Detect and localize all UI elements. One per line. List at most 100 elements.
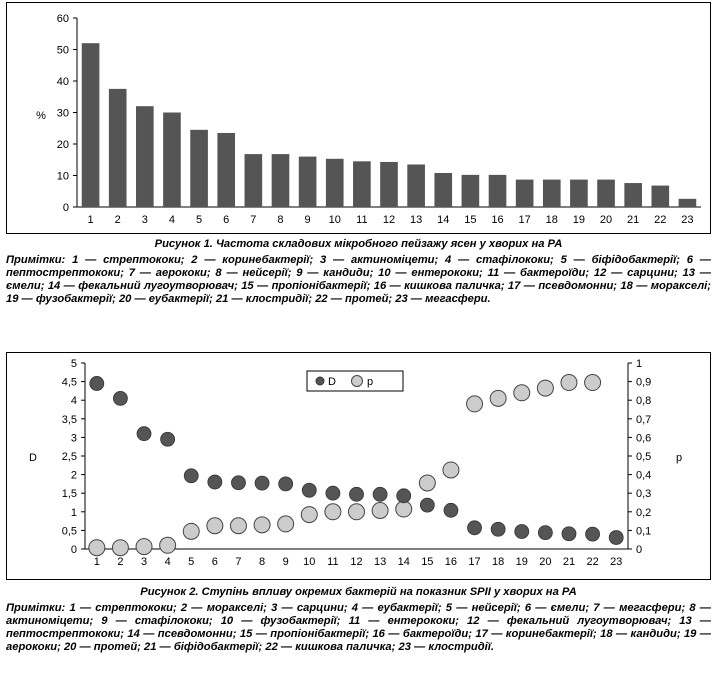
p-point [253,516,271,534]
x-tick-label: 20 [600,214,612,226]
right-tick-label: 1 [636,358,642,370]
p-point [513,384,531,402]
bar [597,179,615,207]
left-tick-label: 4 [71,395,77,407]
p-point [584,374,602,392]
p-point [135,538,153,556]
d-point [561,526,577,542]
left-tick-label: 0 [71,544,77,556]
left-tick-label: 1 [71,507,77,519]
x-tick-label: 13 [410,214,422,226]
d-point [419,497,435,513]
x-tick-label: 9 [305,214,311,226]
left-axis-label: D [29,452,37,464]
bar [651,185,670,207]
figure2-caption: Рисунок 2. Ступінь впливу окремих бактер… [140,586,577,598]
d-point [89,376,105,391]
x-tick-label: 4 [169,214,175,226]
bar [624,183,642,207]
x-tick-label: 2 [115,214,121,226]
y-tick-label: 50 [57,45,69,57]
y-tick-label: 20 [57,139,69,151]
right-tick-label: 0,7 [636,414,651,426]
p-point [324,503,342,521]
x-tick-label: 5 [196,214,202,226]
x-tick-label: 1 [94,556,100,568]
p-point [277,515,295,533]
d-point [490,521,506,537]
x-tick-label: 16 [491,214,503,226]
d-point [514,524,530,539]
bar [217,132,236,207]
d-point [537,525,553,541]
scatter-chart-frame: 0 0,5 1 1,5 2 2,5 3 3,5 4 4,5 5 0 0,1 0,2 0,3 0,4 0,5 0,6… [6,352,711,580]
figure2-notes: Примітки: 1 — стрептококи; 2 — моракселі… [6,602,711,653]
x-tick-label: 19 [516,556,528,568]
x-tick-label: 23 [681,214,693,226]
p-point [466,395,484,413]
p-point [182,522,200,540]
bar [570,179,588,207]
p-point [536,379,554,397]
x-tick-label: 14 [398,556,410,568]
figure1-caption: Рисунок 1. Частота складових мікробного … [154,238,563,250]
d-point [396,488,412,504]
bar [81,43,100,208]
figure1-notes: Примітки: 1 — стрептококи; 2 — коринебак… [6,254,711,305]
x-tick-label: 3 [141,556,147,568]
x-tick-label: 15 [464,214,476,226]
p-point [560,374,578,392]
left-tick-label: 4,5 [62,377,77,389]
p-point [489,389,507,407]
right-tick-label: 0,8 [636,395,651,407]
d-point [160,431,176,447]
scatter-chart: 0 0,5 1 1,5 2 2,5 3 3,5 4 4,5 5 0 0,1 0,2 0,3 0,4 0,5 0,6… [29,358,682,568]
x-tick-label: 8 [259,556,265,568]
x-tick-label: 15 [421,556,433,568]
left-tick-label: 2 [71,470,77,482]
p-point [348,503,365,521]
bar [325,158,344,207]
x-tick-label: 17 [519,214,531,226]
y-tick-label: 40 [57,76,69,88]
right-tick-label: 0,3 [636,488,651,500]
p-point [206,517,224,535]
right-tick-label: 0 [636,544,642,556]
d-point [585,526,600,542]
x-tick-label: 20 [539,556,551,568]
d-point [113,390,128,406]
x-tick-label: 17 [468,556,480,568]
x-tick-label: 6 [223,214,229,226]
x-tick-label: 4 [165,556,171,568]
legend-label-d: D [328,376,336,388]
left-tick-label: 3 [71,432,77,444]
left-tick-label: 3,5 [62,414,77,426]
bar [244,154,263,207]
d-point [231,475,246,491]
x-tick-label: 5 [188,556,194,568]
y-tick-label: 0 [63,202,69,214]
x-tick-label: 18 [546,214,558,226]
d-point [372,486,388,502]
x-tick-label: 3 [142,214,148,226]
p-point [395,500,413,518]
bar [488,174,507,207]
d-point [608,530,624,545]
bar [380,161,398,207]
d-point [301,482,317,498]
x-tick-label: 22 [586,556,598,568]
y-tick-label: 10 [57,171,69,183]
y-tick-label: 30 [57,108,69,120]
bar [108,88,127,207]
d-point [183,468,199,484]
p-point [159,536,177,554]
x-tick-label: 11 [356,214,367,226]
y-axis-label: % [36,110,46,122]
bar [407,164,425,207]
x-tick-label: 23 [610,556,622,568]
x-tick-label: 2 [117,556,123,568]
x-tick-label: 12 [383,214,395,226]
right-tick-label: 0,1 [636,525,651,537]
right-tick-label: 0,2 [636,507,651,519]
